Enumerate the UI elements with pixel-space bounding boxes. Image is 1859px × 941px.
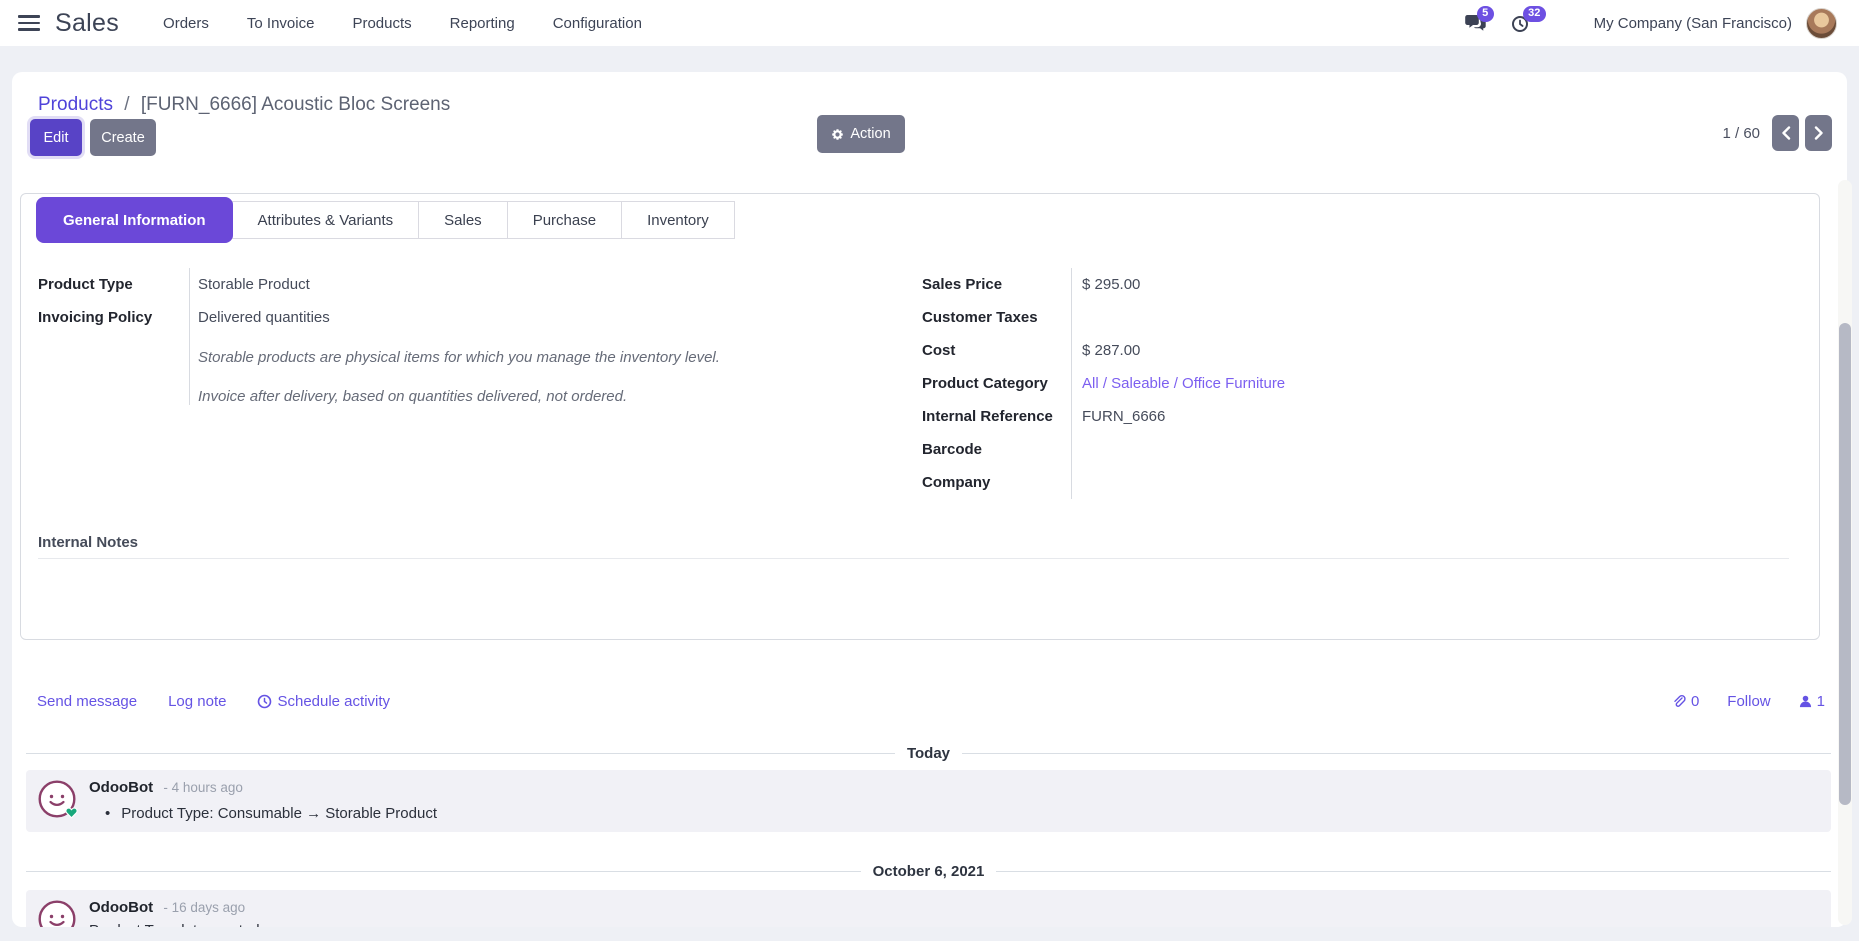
sales-price-label: Sales Price xyxy=(922,276,1003,293)
pager: 1 / 60 xyxy=(1722,115,1832,151)
messages-button[interactable]: 5 xyxy=(1464,5,1494,33)
tab-sales[interactable]: Sales xyxy=(418,201,508,239)
message-author[interactable]: OdooBot xyxy=(89,899,154,916)
fields-right-column: Sales Price Customer Taxes Cost Product … xyxy=(922,268,1542,499)
chatter-toolbar: Send message Log note Schedule activity xyxy=(26,693,1831,710)
followers-count: 1 xyxy=(1816,693,1825,710)
product-type-value: Storable Product xyxy=(198,276,310,293)
apps-menu-icon[interactable] xyxy=(18,15,40,31)
pager-previous-button[interactable] xyxy=(1772,115,1799,151)
activities-button[interactable]: 32 xyxy=(1511,5,1546,33)
page-background: Products / [FURN_6666] Acoustic Bloc Scr… xyxy=(0,46,1859,941)
paperclip-icon xyxy=(1671,694,1686,709)
menu-item-orders[interactable]: Orders xyxy=(163,14,209,32)
user-avatar[interactable] xyxy=(1806,7,1837,39)
schedule-activity-label: Schedule activity xyxy=(277,693,391,710)
content-panel: Products / [FURN_6666] Acoustic Bloc Scr… xyxy=(12,72,1847,927)
tab-inventory[interactable]: Inventory xyxy=(621,201,735,239)
pager-counter: 1 / 60 xyxy=(1722,124,1760,142)
message-card: OdooBot - 16 days ago Product Template c… xyxy=(26,890,1831,927)
action-button-label: Action xyxy=(850,126,891,142)
odoobot-avatar xyxy=(38,780,78,819)
activities-badge: 32 xyxy=(1522,5,1546,22)
date-divider-today: Today xyxy=(26,742,1831,764)
main-menu: Orders To Invoice Products Reporting Con… xyxy=(163,15,642,32)
cost-value: $ 287.00 xyxy=(1082,342,1141,359)
app-brand[interactable]: Sales xyxy=(55,8,120,37)
message-timestamp: - 16 days ago xyxy=(163,900,246,915)
scrollbar-thumb[interactable] xyxy=(1839,323,1851,805)
breadcrumb-current: [FURN_6666] Acoustic Bloc Screens xyxy=(140,94,451,115)
navbar-right: 5 32 My Company (San Francisco) xyxy=(1464,5,1843,39)
message-body: Product Template created xyxy=(89,922,1817,927)
chat-bubbles-icon xyxy=(1464,14,1487,33)
pager-next-button[interactable] xyxy=(1805,115,1832,151)
send-message-button[interactable]: Send message xyxy=(37,693,138,710)
breadcrumb: Products / [FURN_6666] Acoustic Bloc Scr… xyxy=(38,94,450,116)
top-navbar: Sales Orders To Invoice Products Reporti… xyxy=(0,0,1859,46)
create-button[interactable]: Create xyxy=(90,119,156,156)
attachments-button[interactable]: 0 xyxy=(1671,693,1699,710)
messages-badge: 5 xyxy=(1476,5,1494,22)
schedule-activity-button[interactable]: Schedule activity xyxy=(257,693,390,710)
log-note-button[interactable]: Log note xyxy=(168,693,227,710)
invoicing-policy-value: Delivered quantities xyxy=(198,309,330,326)
invoicing-policy-label: Invoicing Policy xyxy=(38,309,153,326)
customer-taxes-label: Customer Taxes xyxy=(922,309,1038,326)
cost-label: Cost xyxy=(922,342,956,359)
menu-item-reporting[interactable]: Reporting xyxy=(449,14,515,32)
followers-button[interactable]: 1 xyxy=(1799,693,1825,710)
date-divider-october: October 6, 2021 xyxy=(26,860,1831,882)
invoicing-help-note: Invoice after delivery, based on quantit… xyxy=(198,388,628,405)
chevron-right-icon xyxy=(1814,126,1824,140)
tab-purchase[interactable]: Purchase xyxy=(506,201,623,239)
menu-item-configuration[interactable]: Configuration xyxy=(552,14,642,32)
product-category-label: Product Category xyxy=(922,375,1048,392)
menu-item-to-invoice[interactable]: To Invoice xyxy=(246,14,315,32)
product-category-link[interactable]: All / Saleable / Office Furniture xyxy=(1082,375,1286,392)
tab-general-information[interactable]: General Information xyxy=(36,197,233,243)
follow-button[interactable]: Follow xyxy=(1727,693,1771,710)
scrollbar-track xyxy=(1838,180,1852,925)
customer-taxes-value xyxy=(1082,301,1542,334)
sales-price-value: $ 295.00 xyxy=(1082,276,1141,293)
storable-help-note: Storable products are physical items for… xyxy=(198,349,720,366)
company-label: Company xyxy=(922,474,991,491)
internal-reference-label: Internal Reference xyxy=(922,408,1053,425)
barcode-label: Barcode xyxy=(922,441,983,458)
barcode-value xyxy=(1082,433,1542,466)
message-body: • Product Type: Consumable → Storable Pro… xyxy=(105,805,437,822)
tab-attributes-variants[interactable]: Attributes & Variants xyxy=(231,201,420,239)
heart-icon xyxy=(65,807,78,819)
message-card: OdooBot - 4 hours ago • Product Type: Con… xyxy=(26,770,1831,832)
internal-notes-divider xyxy=(38,558,1789,559)
heart-icon xyxy=(65,926,78,927)
message-timestamp: - 4 hours ago xyxy=(163,780,243,795)
person-icon xyxy=(1799,695,1812,708)
product-form-sheet: General Information Attributes & Variant… xyxy=(20,193,1820,640)
menu-item-products[interactable]: Products xyxy=(352,14,412,32)
action-button[interactable]: Action xyxy=(817,115,905,153)
internal-reference-value: FURN_6666 xyxy=(1082,408,1166,425)
product-type-label: Product Type xyxy=(38,276,133,293)
breadcrumb-products-link[interactable]: Products xyxy=(38,94,113,115)
breadcrumb-separator: / xyxy=(124,94,130,115)
gear-icon xyxy=(831,128,844,141)
fields-left-column: Product Type Invoicing Policy Storable P… xyxy=(38,268,908,405)
form-tabs: General Information Attributes & Variant… xyxy=(36,197,735,243)
message-author[interactable]: OdooBot xyxy=(89,779,154,796)
chevron-left-icon xyxy=(1781,126,1791,140)
edit-button[interactable]: Edit xyxy=(30,119,82,156)
internal-notes-label: Internal Notes xyxy=(38,534,139,551)
activity-clock-icon xyxy=(257,694,272,709)
company-switcher[interactable]: My Company (San Francisco) xyxy=(1593,14,1792,32)
odoobot-avatar xyxy=(38,900,76,927)
chatter: Send message Log note Schedule activity xyxy=(26,610,1831,927)
company-value xyxy=(1082,466,1542,499)
attachments-count: 0 xyxy=(1690,693,1700,710)
